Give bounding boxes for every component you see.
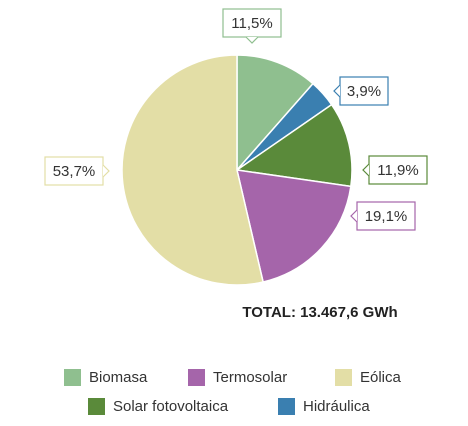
value-label: 11,5% [231, 15, 272, 32]
pie-slice [121, 54, 265, 286]
label-box [339, 76, 389, 106]
value-label: 3,9% [347, 83, 381, 100]
label-box [356, 201, 416, 231]
legend-label: Biomasa [89, 369, 148, 386]
label-pointer [245, 36, 259, 44]
legend-swatch [188, 369, 205, 386]
label-box [222, 8, 282, 38]
pie-slice [234, 103, 353, 188]
legend-label: Hidráulica [303, 398, 370, 415]
label-pointer [350, 209, 358, 223]
label-pointer [102, 164, 110, 178]
label-pointer [362, 163, 370, 177]
pie-slice [236, 169, 352, 283]
legend-swatch [64, 369, 81, 386]
value-label: 19,1% [365, 208, 408, 225]
legend-label: Solar fotovoltaica [113, 398, 229, 415]
legend-swatch [278, 398, 295, 415]
label-pointer [333, 84, 341, 98]
label-box [368, 155, 428, 185]
value-label: 53,7% [53, 163, 96, 180]
legend-label: Eólica [360, 369, 402, 386]
pie-slice [236, 54, 315, 172]
legend-label: Termosolar [213, 369, 287, 386]
total-annotation: TOTAL: 13.467,6 GWh [242, 304, 397, 321]
legend-swatch [88, 398, 105, 415]
value-label: 11,9% [377, 162, 418, 179]
legend-swatch [335, 369, 352, 386]
